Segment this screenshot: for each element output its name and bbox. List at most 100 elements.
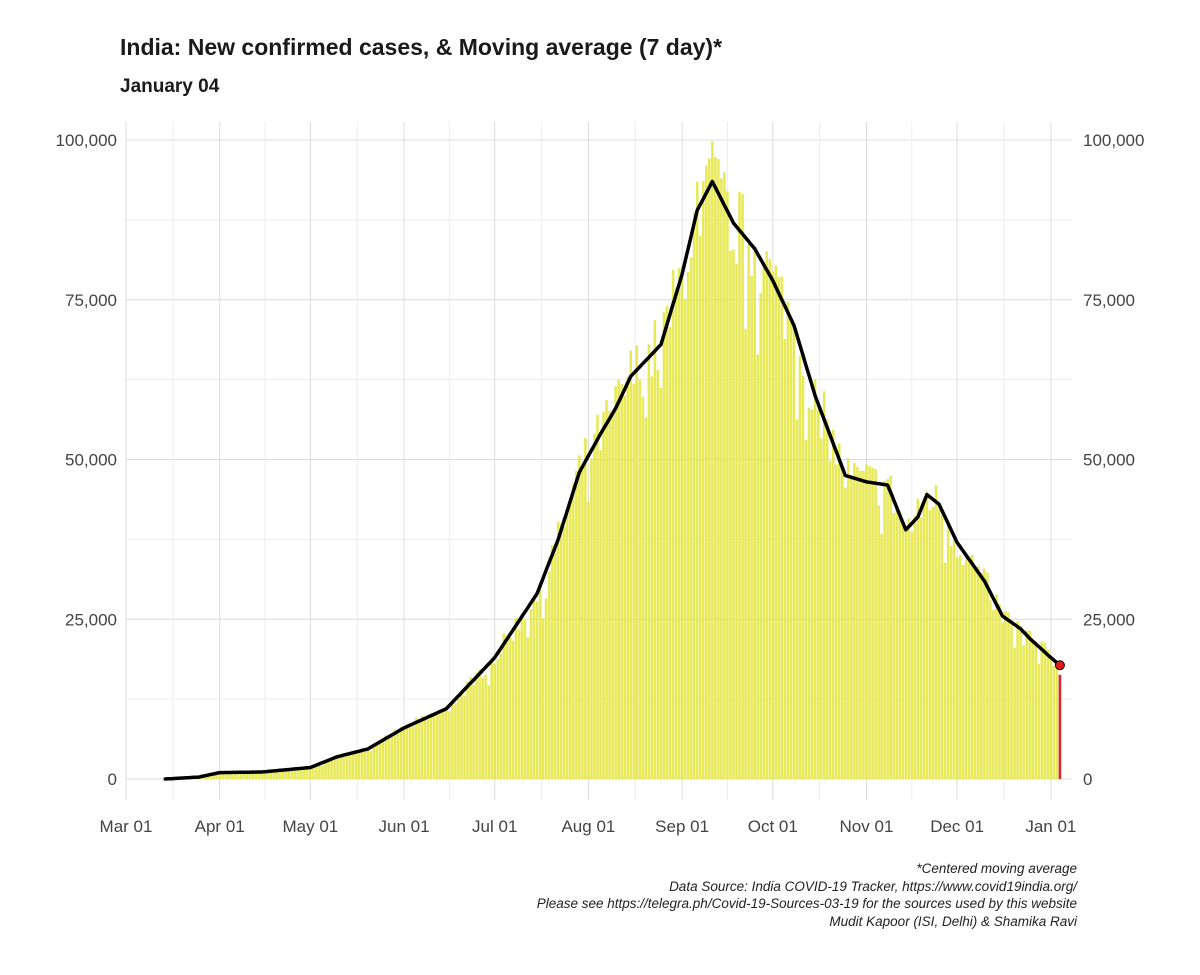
daily-case-bar <box>768 259 772 779</box>
daily-case-bar <box>1055 663 1059 779</box>
daily-case-bar <box>720 178 723 779</box>
daily-case-bar <box>345 753 348 779</box>
daily-case-bar <box>445 705 448 779</box>
daily-case-bar <box>714 156 717 779</box>
daily-case-bar <box>934 485 938 779</box>
x-tick-label: Sep 01 <box>655 817 709 836</box>
daily-case-bar <box>780 276 784 779</box>
daily-case-bar <box>448 711 451 779</box>
y-tick-label-right: 50,000 <box>1083 451 1135 470</box>
daily-case-bar <box>831 429 835 779</box>
daily-case-bar <box>581 469 584 779</box>
daily-case-bar <box>626 377 629 779</box>
daily-case-bar <box>916 498 920 779</box>
daily-case-bar <box>451 704 454 779</box>
daily-case-bar <box>605 400 608 779</box>
daily-case-bar <box>363 751 367 779</box>
daily-case-bar <box>828 461 832 779</box>
daily-case-bar <box>659 387 663 779</box>
daily-case-bar <box>844 487 847 779</box>
daily-case-bar <box>520 616 524 779</box>
daily-case-bar <box>741 194 744 779</box>
daily-case-bar <box>892 513 895 779</box>
daily-case-bar <box>429 712 433 779</box>
daily-case-bar <box>360 751 364 779</box>
daily-case-bar <box>351 754 354 779</box>
daily-case-bar <box>983 568 986 779</box>
daily-case-bar <box>550 544 554 779</box>
x-tick-label: May 01 <box>282 817 338 836</box>
daily-case-bar <box>390 736 394 779</box>
daily-case-bar <box>735 264 738 779</box>
daily-case-bar <box>1007 612 1010 779</box>
daily-case-bar <box>490 658 493 779</box>
daily-case-bar <box>230 772 234 779</box>
daily-case-bar <box>980 572 983 779</box>
daily-case-bar <box>804 439 808 779</box>
daily-case-bar <box>777 276 781 779</box>
moving-average-line-group <box>163 179 1065 781</box>
daily-case-bar <box>487 685 490 779</box>
daily-case-bar <box>502 633 506 779</box>
daily-case-bar <box>309 766 312 779</box>
daily-case-bar <box>955 557 959 779</box>
daily-case-bar <box>572 483 575 779</box>
daily-case-bar <box>481 678 484 779</box>
daily-case-bar <box>278 770 282 779</box>
daily-case-bar <box>411 726 415 779</box>
y-tick-label-left: 75,000 <box>65 291 117 310</box>
daily-case-bar <box>783 339 787 779</box>
daily-case-bar <box>254 772 258 779</box>
daily-case-bar <box>1019 626 1022 779</box>
y-tick-label-left: 50,000 <box>65 451 117 470</box>
daily-case-bar <box>680 266 684 779</box>
daily-case-bar <box>587 501 590 779</box>
daily-case-bar <box>218 772 221 779</box>
y-tick-label-right: 75,000 <box>1083 291 1135 310</box>
daily-case-bar <box>816 409 820 779</box>
daily-case-bar <box>366 748 370 779</box>
daily-case-bar <box>949 546 953 779</box>
daily-case-bar <box>940 514 944 779</box>
daily-case-bar <box>925 491 929 779</box>
daily-case-bar <box>538 588 542 779</box>
daily-case-bar <box>698 236 702 780</box>
x-tick-label: Mar 01 <box>100 817 153 836</box>
daily-case-bar <box>756 354 759 779</box>
daily-case-bar <box>1043 642 1047 779</box>
daily-case-bar <box>973 568 977 779</box>
daily-case-bar <box>426 716 430 779</box>
daily-case-bar <box>408 723 412 779</box>
daily-case-bar <box>647 344 651 779</box>
daily-case-bar <box>708 158 711 780</box>
daily-case-bar <box>901 521 905 779</box>
daily-case-bar <box>834 464 838 779</box>
daily-case-bar <box>511 640 515 779</box>
daily-case-bar <box>372 747 376 779</box>
daily-case-bar <box>629 350 633 779</box>
x-tick-label: Oct 01 <box>748 817 798 836</box>
y-tick-label-left: 100,000 <box>56 131 117 150</box>
daily-case-bar <box>547 571 551 779</box>
daily-case-bar <box>1046 649 1050 779</box>
daily-case-bar <box>837 443 841 779</box>
daily-case-bar <box>910 531 914 779</box>
daily-case-bar <box>393 730 397 779</box>
daily-case-bar <box>871 467 874 779</box>
daily-case-bar <box>306 768 309 779</box>
daily-case-bar <box>868 465 871 779</box>
daily-case-bar <box>300 768 303 779</box>
daily-case-bar <box>638 379 642 779</box>
daily-case-bar <box>695 181 699 779</box>
daily-case-bar <box>1037 663 1041 779</box>
daily-case-bar <box>880 533 883 779</box>
daily-case-bar <box>1010 620 1013 779</box>
daily-case-bar <box>593 433 596 779</box>
caption-line: Mudit Kapoor (ISI, Delhi) & Shamika Ravi <box>829 913 1077 929</box>
daily-case-bar <box>508 637 512 779</box>
daily-case-bar <box>575 470 578 779</box>
daily-case-bar <box>1040 641 1044 779</box>
daily-case-bar <box>662 312 666 779</box>
y-tick-label-right: 100,000 <box>1083 131 1144 150</box>
